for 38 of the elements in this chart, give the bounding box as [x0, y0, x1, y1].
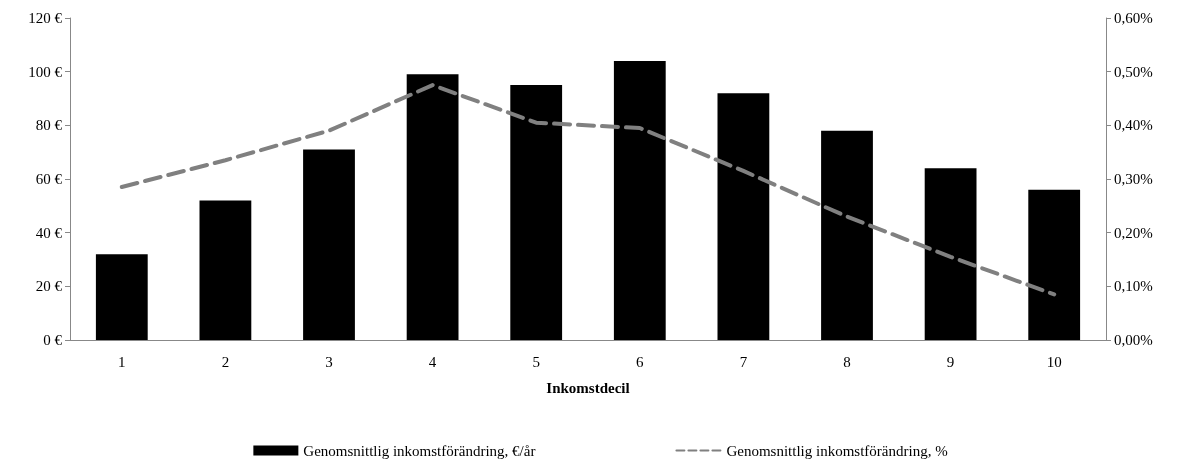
y2-tick-label: 0,60%: [1114, 10, 1153, 26]
x-tick-label: 2: [221, 353, 230, 370]
legend-label: Genomsnittlig inkomstförändring, €/år: [303, 442, 536, 459]
y2-tick-label: 0,20%: [1114, 224, 1153, 241]
y-tick-label: 100 €: [28, 63, 63, 80]
bar: [924, 168, 977, 340]
y-tick-label: 60 €: [35, 171, 63, 187]
bar: [303, 149, 355, 340]
x-tick-label: 9: [946, 353, 955, 370]
bar: [821, 130, 873, 340]
y2-tick-label: 0,00%: [1114, 332, 1153, 348]
y-tick-label: 40 €: [35, 224, 63, 241]
y2-tick-label: 0,30%: [1114, 171, 1153, 187]
y-tick-label: 120 €: [28, 10, 63, 26]
y2-tick-label: 0,50%: [1114, 63, 1153, 80]
bar: [199, 200, 252, 340]
line-series: [119, 83, 1057, 297]
x-axis-title: Inkomstdecil: [546, 379, 630, 396]
x-tick-label: 4: [428, 353, 437, 370]
y-tick-label: 80 €: [35, 117, 63, 134]
x-tick-label: 1: [118, 353, 126, 370]
x-tick-label: 3: [325, 353, 333, 370]
y-tick-label: 20 €: [35, 278, 63, 295]
bar: [613, 60, 666, 340]
bar: [717, 93, 770, 340]
bar: [406, 74, 459, 340]
bar: [1028, 189, 1081, 340]
x-tick-label: 7: [739, 353, 748, 370]
x-tick-label: 8: [843, 353, 851, 370]
y2-tick-label: 0,10%: [1114, 278, 1153, 295]
bar: [95, 254, 148, 340]
x-tick-label: 6: [636, 353, 645, 370]
y-tick-label: 0 €: [43, 332, 63, 348]
legend-label: Genomsnittlig inkomstförändring, %: [726, 442, 948, 459]
x-tick-label: 10: [1046, 353, 1062, 370]
bar: [510, 85, 563, 340]
y2-tick-label: 0,40%: [1114, 117, 1153, 134]
x-tick-label: 5: [532, 353, 540, 370]
